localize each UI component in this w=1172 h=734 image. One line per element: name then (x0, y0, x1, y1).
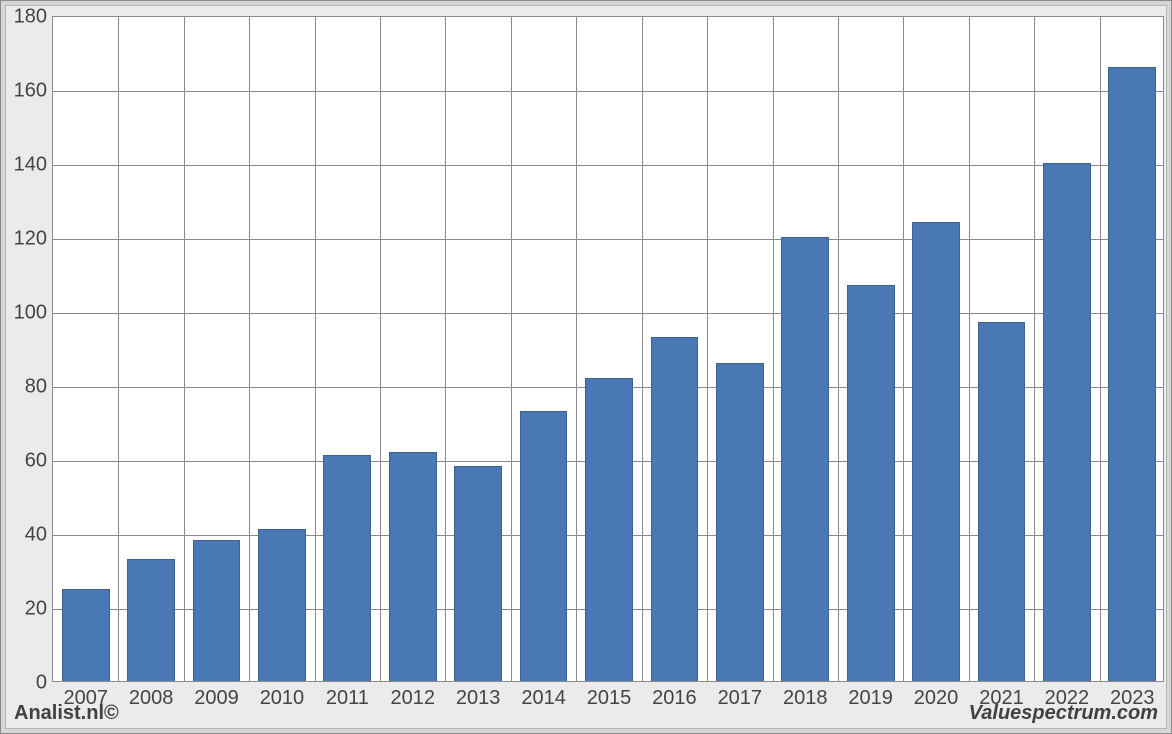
bar (520, 411, 568, 681)
bar (389, 452, 437, 681)
x-tick-label: 2010 (260, 681, 305, 710)
bar (585, 378, 633, 681)
gridline-h (53, 239, 1163, 240)
x-tick-label: 2017 (718, 681, 763, 710)
gridline-h (53, 313, 1163, 314)
bar (651, 337, 699, 681)
x-tick-label: 2013 (456, 681, 501, 710)
gridline-v (445, 17, 446, 681)
footer-left: Analist.nl© (14, 702, 119, 725)
gridline-v (1034, 17, 1035, 681)
bar (847, 285, 895, 681)
x-tick-label: 2016 (652, 681, 697, 710)
y-tick-label: 0 (36, 672, 53, 695)
x-tick-label: 2009 (194, 681, 239, 710)
y-tick-label: 60 (25, 450, 53, 473)
gridline-v (903, 17, 904, 681)
chart-frame: 0204060801001201401601802007200820092010… (0, 0, 1172, 734)
x-tick-label: 2008 (129, 681, 174, 710)
footer-right: Valuespectrum.com (969, 702, 1158, 725)
gridline-v (838, 17, 839, 681)
bar (62, 589, 110, 682)
bar (781, 237, 829, 681)
plot-area: 0204060801001201401601802007200820092010… (52, 16, 1164, 682)
y-tick-label: 120 (14, 228, 53, 251)
y-tick-label: 80 (25, 376, 53, 399)
gridline-v (969, 17, 970, 681)
gridline-h (53, 91, 1163, 92)
bar (1043, 163, 1091, 681)
y-tick-label: 20 (25, 598, 53, 621)
gridline-v (184, 17, 185, 681)
y-tick-label: 160 (14, 80, 53, 103)
gridline-v (511, 17, 512, 681)
gridline-v (773, 17, 774, 681)
y-tick-label: 140 (14, 154, 53, 177)
x-tick-label: 2019 (848, 681, 893, 710)
gridline-v (380, 17, 381, 681)
x-tick-label: 2014 (521, 681, 566, 710)
gridline-v (315, 17, 316, 681)
gridline-v (118, 17, 119, 681)
bar (716, 363, 764, 681)
x-tick-label: 2012 (391, 681, 436, 710)
bar (193, 540, 241, 681)
bar (127, 559, 175, 681)
bar (978, 322, 1026, 681)
bar (1108, 67, 1156, 681)
bar (258, 529, 306, 681)
x-tick-label: 2018 (783, 681, 828, 710)
x-tick-label: 2011 (326, 681, 369, 710)
y-tick-label: 100 (14, 302, 53, 325)
x-tick-label: 2020 (914, 681, 959, 710)
bar (912, 222, 960, 681)
gridline-h (53, 165, 1163, 166)
bar (454, 466, 502, 681)
y-tick-label: 40 (25, 524, 53, 547)
bar (323, 455, 371, 681)
x-tick-label: 2015 (587, 681, 632, 710)
gridline-v (642, 17, 643, 681)
gridline-v (707, 17, 708, 681)
chart-panel: 0204060801001201401601802007200820092010… (5, 5, 1167, 729)
y-tick-label: 180 (14, 6, 53, 29)
gridline-v (576, 17, 577, 681)
gridline-v (249, 17, 250, 681)
gridline-v (1100, 17, 1101, 681)
